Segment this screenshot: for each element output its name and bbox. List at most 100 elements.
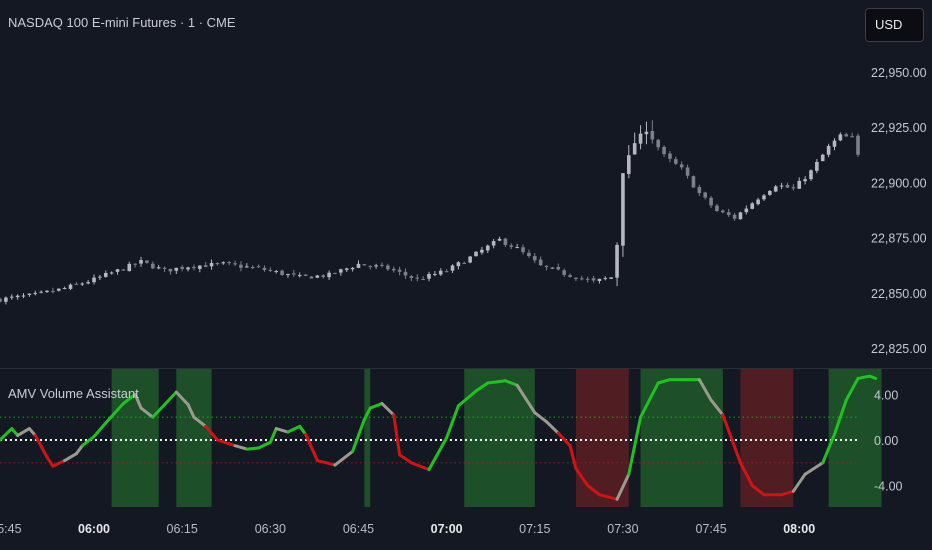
candle-body [274,271,279,273]
candle-body [256,266,261,268]
indicator-segment [315,459,337,467]
indicator-segment [362,406,372,421]
indicator-segment [163,390,178,407]
indicator-segment [286,424,302,434]
indicator-segment [445,404,460,440]
indicator-segment [16,427,31,437]
candle-body [744,208,749,213]
candle-body [709,197,713,206]
currency-button[interactable]: USD [865,8,924,42]
candle-body [15,295,20,298]
candle-body [556,266,561,270]
candle-body [209,262,214,267]
candle-body [632,143,637,155]
bull-zone [111,369,159,507]
candle-body [156,267,161,269]
candle-body [544,265,549,268]
indicator-segment [245,446,261,451]
candle-body [133,263,137,265]
indicator-segment [515,383,537,415]
candle-body [27,293,32,295]
indicator-segment [27,427,37,437]
candle-body [98,276,102,278]
indicator-segment [186,403,196,419]
time-tick-label: 07:00 [431,522,463,536]
time-tick-label: 08:00 [783,522,815,536]
candle-body [198,265,202,269]
indicator-segment [192,415,208,428]
price-tick-label: 22,825.00 [871,342,927,356]
indicator-segment [174,390,190,407]
candle-body [45,290,49,292]
candle-body [56,288,61,291]
candle-body [192,266,196,269]
symbol-title: NASDAQ 100 E-mini Futures · 1 · CME [8,15,236,30]
indicator-segment [832,398,848,436]
candle-body [815,161,819,171]
candle-body [721,210,725,213]
indicator-segment [697,378,713,402]
indicator-segment [474,381,490,393]
candle-body [239,264,243,268]
candle-body [339,269,343,273]
bull-zone [640,369,723,507]
candle-body [762,195,766,200]
indicator-segment [151,403,167,419]
candle-body [644,131,649,135]
candle-body [444,271,449,273]
candle-body [403,271,408,276]
candle-body [503,238,508,245]
indicator-segment [615,472,631,501]
indicator-pane[interactable] [0,369,882,507]
candle-body [215,263,220,265]
candle-body [39,291,43,293]
bear-zone [740,369,794,507]
candle-body [250,267,255,269]
candle-body [368,266,373,268]
candle-body [62,288,67,290]
candle-body [450,265,455,271]
indicator-segment [274,427,290,434]
indicator-segment [45,455,55,468]
candle-body [615,244,619,278]
indicator-segment [533,411,549,424]
candle-body [662,146,666,155]
indicator-title: AMV Volume Assistant [8,386,139,401]
indicator-segment [233,444,249,451]
indicator-segment [574,467,590,488]
indicator-segment [80,435,96,448]
indicator-segment [750,484,766,497]
candle-body [409,276,414,279]
bull-zone [176,369,212,507]
candle-body [715,205,719,212]
candle-body [856,135,860,155]
candle-body [245,266,249,268]
indicator-segment [10,427,20,437]
indicator-segment [398,453,413,465]
candle-body [738,212,743,220]
indicator-tick-label: 0.00 [874,434,898,448]
candle-body [233,263,237,265]
candle-body [585,278,590,280]
bull-zone [828,369,882,507]
candle-body [679,164,684,168]
price-pane[interactable] [0,120,860,305]
candle-body [297,275,302,277]
candle-body [773,186,778,192]
indicator-segment [456,389,478,408]
candle-body [627,155,631,174]
candle-body [103,273,108,277]
candle-body [779,185,784,187]
price-tick-label: 22,950.00 [871,66,927,80]
indicator-segment [856,374,872,380]
candle-body [597,278,602,282]
time-tick-label: 06:00 [78,522,110,536]
candle-body [532,256,537,261]
bull-zone [364,369,371,507]
candle-body [791,187,796,189]
bear-zone [575,369,629,507]
candle-body [433,274,437,276]
indicator-segment [257,440,272,450]
candle-body [362,264,367,266]
